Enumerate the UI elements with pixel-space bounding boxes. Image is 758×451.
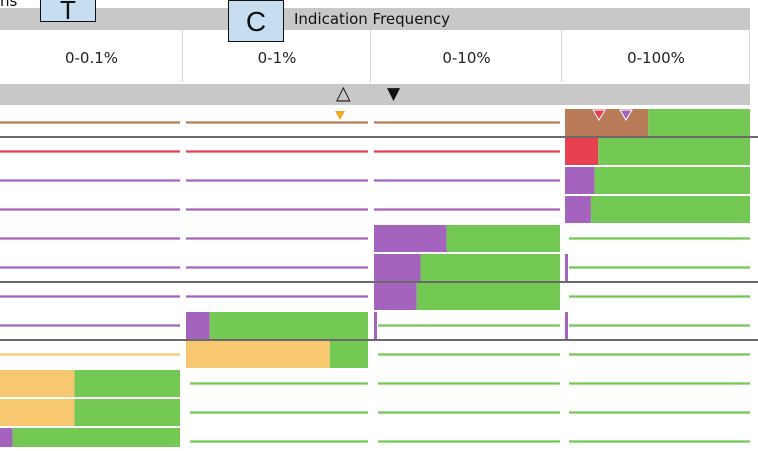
colored-segment: [374, 254, 421, 281]
green-segment: [416, 283, 560, 310]
frequency-rows: [0, 105, 758, 451]
marker-band: △ ▼: [0, 82, 750, 105]
colored-segment: [565, 167, 595, 194]
column-header: 0-100%: [627, 49, 685, 67]
colored-segment: [0, 428, 13, 451]
colored-segment: [565, 109, 649, 136]
column-headers: 0-0.1% 0-1% 0-10% 0-100%: [0, 30, 750, 82]
filled-triangle-icon: ▼: [387, 84, 401, 104]
indication-frequency-bar: [0, 8, 750, 30]
colored-sliver: [565, 254, 568, 281]
colored-segment: [0, 399, 75, 426]
green-segment: [420, 254, 560, 281]
colored-sliver: [374, 312, 377, 339]
green-segment: [12, 428, 181, 451]
diagram-title: Indication Frequency: [294, 10, 451, 28]
colored-segment: [565, 138, 599, 165]
panel-label-t: T: [40, 0, 96, 25]
column-header: 0-0.1%: [64, 49, 119, 67]
colored-segment: [374, 283, 417, 310]
column-header: 0-10%: [442, 49, 491, 67]
column-divider: [561, 30, 562, 82]
red-triangle-icon: [592, 109, 606, 121]
colored-segment: [186, 341, 330, 368]
column-divider: [182, 30, 183, 82]
green-segment: [598, 138, 750, 165]
colored-segment: [374, 225, 447, 252]
open-triangle-icon: △: [336, 82, 351, 104]
column-divider: [370, 30, 371, 82]
green-segment: [648, 109, 750, 136]
colored-segment: [186, 312, 210, 339]
colored-segment: [0, 370, 75, 397]
panel-label-c: C: [228, 0, 284, 42]
green-segment: [329, 341, 368, 368]
column-header: 0-1%: [257, 49, 297, 67]
colored-segment: [565, 196, 591, 223]
colored-sliver: [565, 312, 568, 339]
purple-triangle-icon: [619, 109, 633, 121]
green-segment: [594, 167, 750, 194]
green-segment: [209, 312, 368, 339]
rows-canvas: [0, 109, 758, 451]
green-segment: [590, 196, 750, 223]
column-divider: [749, 30, 750, 82]
left-partial-label: ns: [0, 0, 18, 10]
green-segment: [74, 370, 180, 397]
green-segment: [446, 225, 560, 252]
green-segment: [74, 399, 180, 426]
orange-triangle-icon: [335, 111, 345, 120]
